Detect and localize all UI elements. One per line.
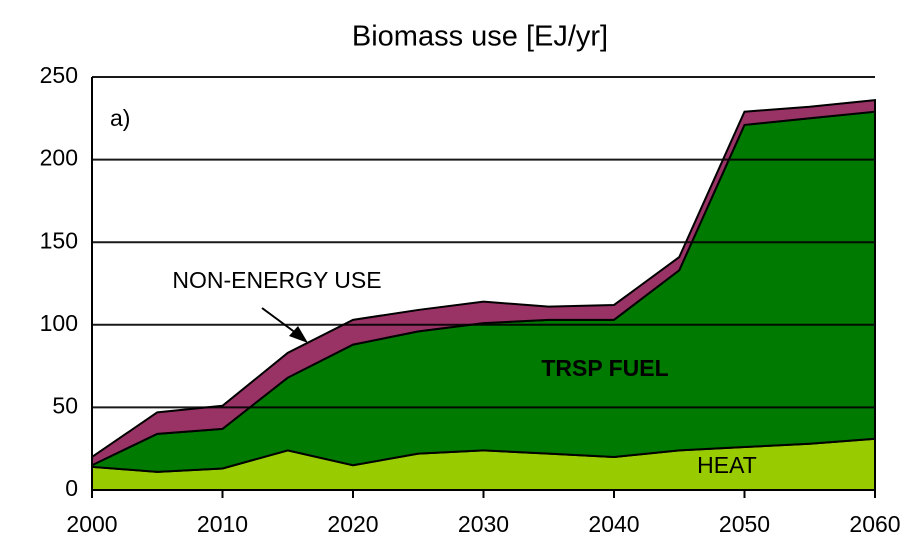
series-label: TRSP FUEL <box>541 355 668 381</box>
x-tick-label: 2060 <box>849 511 900 537</box>
y-tick-label: 200 <box>40 145 78 171</box>
series-label: NON-ENERGY USE <box>172 267 381 293</box>
x-tick-label: 2030 <box>458 511 509 537</box>
x-tick-label: 2000 <box>66 511 117 537</box>
chart-title: Biomass use [EJ/yr] <box>352 21 608 53</box>
y-tick-label: 250 <box>40 62 78 88</box>
x-tick-label: 2020 <box>327 511 378 537</box>
series-label: HEAT <box>697 452 757 478</box>
y-tick-label: 50 <box>52 392 78 418</box>
x-tick-label: 2010 <box>197 511 248 537</box>
area <box>91 99 876 467</box>
arrow-head <box>289 326 308 343</box>
annotation: a) <box>110 105 130 131</box>
x-tick-label: 2050 <box>719 511 770 537</box>
y-tick-label: 150 <box>40 227 78 253</box>
y-tick-label: 0 <box>65 475 78 501</box>
y-tick-label: 100 <box>40 310 78 336</box>
x-tick-label: 2040 <box>588 511 639 537</box>
